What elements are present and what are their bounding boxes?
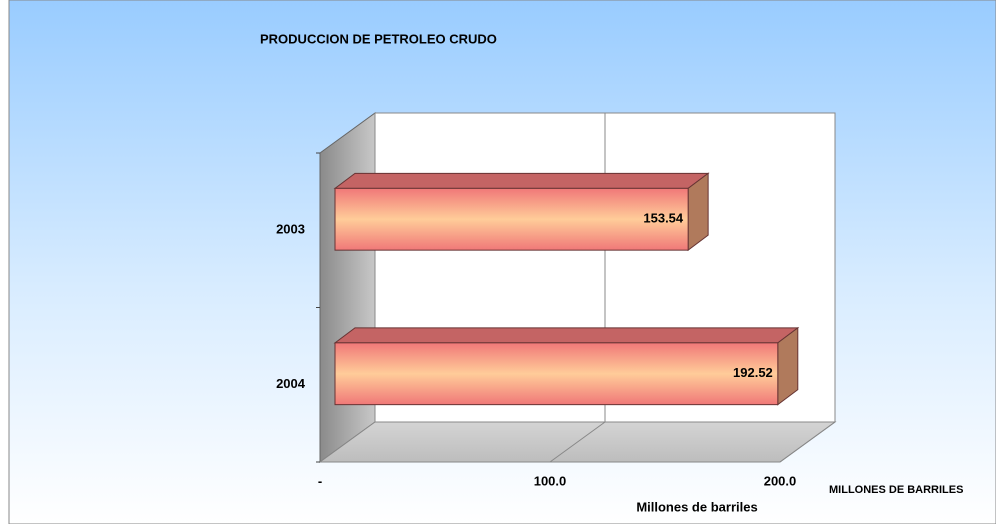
grid-line xyxy=(779,421,836,463)
x-axis-title: Millones de barriles xyxy=(636,499,757,514)
chart-title: PRODUCCION DE PETROLEO CRUDO xyxy=(260,31,497,46)
y-tick-label: 2003 xyxy=(276,222,305,237)
grid-line xyxy=(549,421,606,463)
annotation: MILLONES DE BARRILES xyxy=(829,484,963,496)
side-wall xyxy=(319,112,376,463)
x-tick-label: 200.0 xyxy=(764,473,797,488)
y-tick-label: 2004 xyxy=(276,376,306,391)
x-tick-label: - xyxy=(318,473,322,488)
bar-top xyxy=(333,327,800,344)
x-tick-label: 100.0 xyxy=(534,473,567,488)
value-label: 153.54 xyxy=(643,211,684,226)
value-label: 192.52 xyxy=(733,365,773,380)
bar-top xyxy=(333,172,710,189)
bar xyxy=(334,187,689,251)
bar xyxy=(334,342,779,406)
